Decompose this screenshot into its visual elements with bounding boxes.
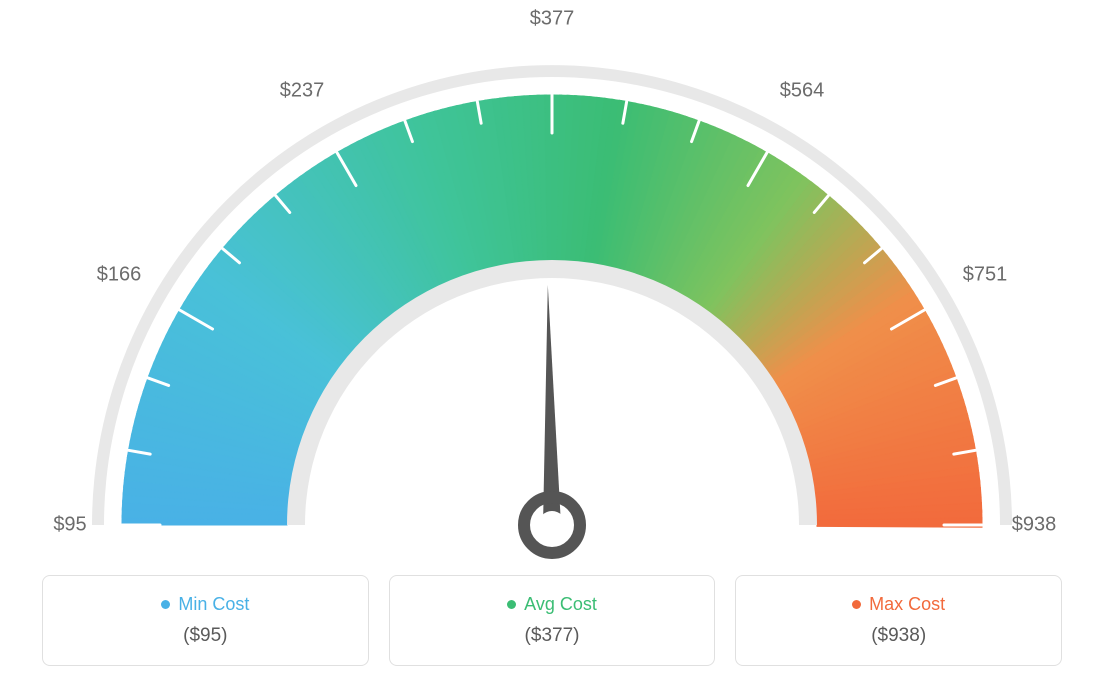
legend-card-max: Max Cost ($938) [735,575,1062,666]
legend-title-min: Min Cost [161,594,249,615]
legend-card-avg: Avg Cost ($377) [389,575,716,666]
legend-value-max: ($938) [748,625,1049,647]
legend-title-avg: Avg Cost [507,594,597,615]
legend-title-max: Max Cost [852,594,945,615]
legend-dot-avg [507,600,516,609]
gauge-svg [42,25,1062,575]
gauge-tick-label: $166 [97,263,142,286]
gauge-tick-label: $751 [963,263,1008,286]
legend-dot-max [852,600,861,609]
legend-row: Min Cost ($95) Avg Cost ($377) Max Cost … [42,575,1062,666]
legend-value-avg: ($377) [402,625,703,647]
legend-label-max: Max Cost [869,594,945,615]
gauge-chart: $95$166$237$377$564$751$938 [42,25,1062,575]
gauge-tick-label: $95 [53,513,86,536]
legend-card-min: Min Cost ($95) [42,575,369,666]
gauge-tick-label: $377 [530,7,575,30]
gauge-tick-label: $938 [1012,513,1057,536]
legend-label-min: Min Cost [178,594,249,615]
gauge-tick-label: $564 [780,80,825,103]
gauge-tick-label: $237 [280,80,325,103]
legend-value-min: ($95) [55,625,356,647]
legend-dot-min [161,600,170,609]
legend-label-avg: Avg Cost [524,594,597,615]
